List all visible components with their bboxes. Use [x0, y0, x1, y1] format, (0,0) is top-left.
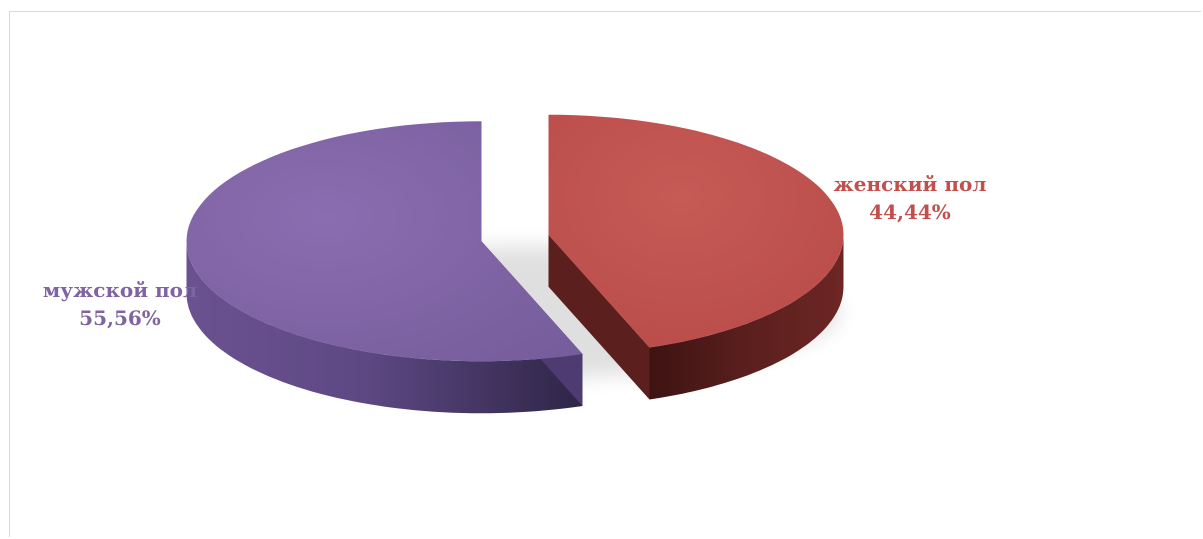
slice-label-male-percent: 55,56%: [79, 306, 161, 330]
slice-side-male: [186, 241, 583, 414]
slice-label-male-name: мужской пол: [42, 278, 198, 302]
data-label-male: мужской пол 55,56%: [30, 276, 210, 332]
slice-female: [548, 114, 844, 348]
slice-cut-female: [548, 234, 650, 400]
data-label-female: женский пол 44,44%: [820, 170, 1000, 226]
slice-label-female-percent: 44,44%: [869, 200, 951, 224]
slice-label-female-name: женский пол: [833, 172, 987, 196]
slice-male: [186, 121, 583, 362]
slice-side-female: [649, 234, 844, 400]
